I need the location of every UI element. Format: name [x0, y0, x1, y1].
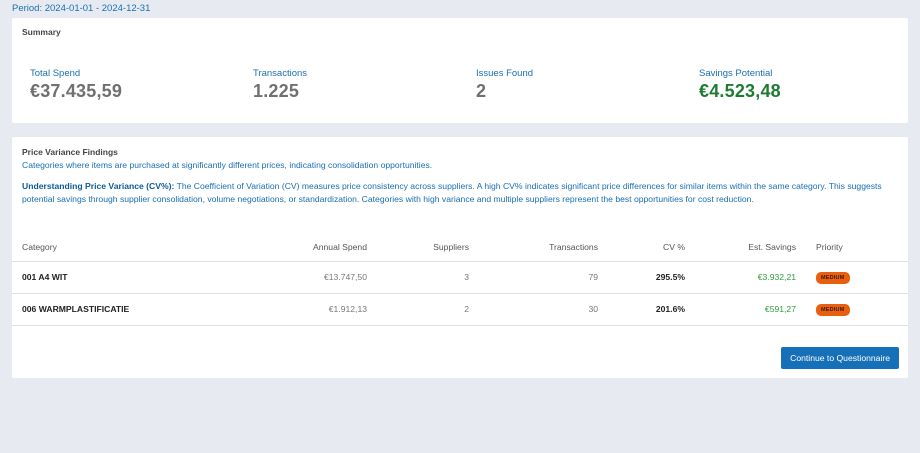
stat-savings-potential: Savings Potential €4.523,48: [699, 68, 781, 102]
understanding-title: Understanding Price Variance (CV%):: [22, 181, 175, 191]
column-header-category[interactable]: Category: [12, 233, 202, 262]
table-header-row: Category Annual Spend Suppliers Transact…: [12, 233, 908, 262]
column-header-cv[interactable]: CV %: [608, 233, 695, 262]
cell-suppliers: 3: [377, 261, 479, 294]
findings-description: Categories where items are purchased at …: [22, 160, 433, 170]
summary-title: Summary: [22, 27, 61, 37]
column-header-transactions[interactable]: Transactions: [479, 233, 608, 262]
cell-est-savings: €3.932,21: [695, 261, 806, 294]
cell-suppliers: 2: [377, 293, 479, 326]
understanding-note: Understanding Price Variance (CV%): The …: [22, 180, 894, 206]
findings-table: Category Annual Spend Suppliers Transact…: [12, 233, 908, 326]
stat-label: Total Spend: [30, 68, 81, 79]
findings-title: Price Variance Findings: [22, 147, 118, 157]
table-row[interactable]: 001 A4 WIT €13.747,50 3 79 295.5% €3.932…: [12, 261, 908, 294]
stat-total-spend: Total Spend €37.435,59: [30, 68, 122, 102]
cell-category: 001 A4 WIT: [12, 261, 202, 294]
period-label: Period: 2024-01-01 - 2024-12-31: [12, 3, 151, 14]
stat-value: 2: [476, 81, 487, 101]
summary-card: Summary Total Spend €37.435,59 Transacti…: [12, 18, 908, 123]
stat-label: Transactions: [253, 68, 308, 79]
cell-cv: 201.6%: [608, 293, 695, 326]
stat-issues-found: Issues Found 2: [476, 68, 533, 102]
cell-category: 006 WARMPLASTIFICATIE: [12, 293, 202, 326]
cell-transactions: 79: [479, 261, 608, 294]
column-header-suppliers[interactable]: Suppliers: [377, 233, 479, 262]
cell-annual-spend: €1.912,13: [202, 293, 377, 326]
cell-est-savings: €591,27: [695, 293, 806, 326]
cell-annual-spend: €13.747,50: [202, 261, 377, 294]
priority-badge: MEDIUM: [816, 303, 850, 316]
cell-cv: 295.5%: [608, 261, 695, 294]
stat-value: €37.435,59: [30, 81, 123, 101]
continue-to-questionnaire-button[interactable]: Continue to Questionnaire: [781, 347, 899, 369]
column-header-priority[interactable]: Priority: [806, 233, 908, 262]
cell-priority: MEDIUM: [806, 293, 908, 326]
findings-card: Price Variance Findings Categories where…: [12, 137, 908, 378]
column-header-annual-spend[interactable]: Annual Spend: [202, 233, 377, 262]
stat-label: Issues Found: [476, 68, 534, 79]
stat-label: Savings Potential: [699, 68, 773, 79]
stat-transactions: Transactions 1.225: [253, 68, 307, 102]
understanding-text: The Coefficient of Variation (CV) measur…: [22, 181, 882, 204]
stat-value: 1.225: [253, 81, 300, 101]
cell-transactions: 30: [479, 293, 608, 326]
priority-badge: MEDIUM: [816, 271, 850, 284]
stat-value: €4.523,48: [699, 81, 781, 101]
table-row[interactable]: 006 WARMPLASTIFICATIE €1.912,13 2 30 201…: [12, 293, 908, 326]
column-header-est-savings[interactable]: Est. Savings: [695, 233, 806, 262]
cell-priority: MEDIUM: [806, 261, 908, 294]
